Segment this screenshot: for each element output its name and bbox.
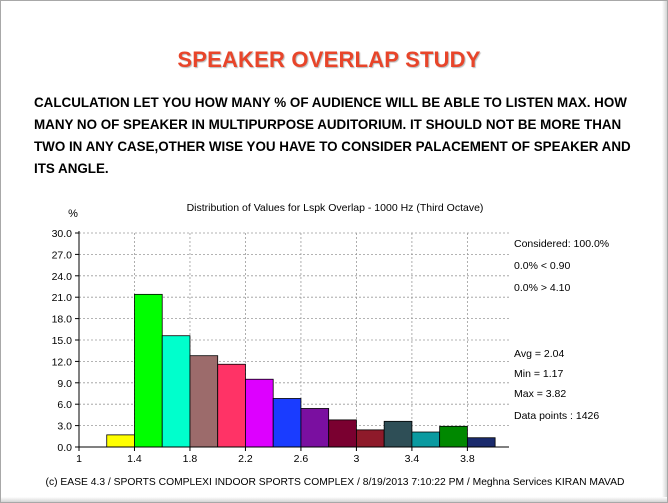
histogram-bar	[466, 437, 496, 448]
stat-min: Min = 1.17	[514, 368, 563, 380]
x-tick-label: 2.6	[294, 453, 309, 465]
y-tick-label: 18.0	[52, 314, 73, 326]
chart-title: Distribution of Values for Lspk Overlap …	[187, 202, 484, 214]
bars	[106, 293, 496, 448]
histogram-bar	[383, 420, 413, 448]
histogram-bar	[106, 434, 135, 448]
y-axis-label: %	[68, 208, 78, 220]
slide-shadow-bottom	[1, 497, 667, 502]
x-tick-label: 1	[76, 453, 82, 465]
y-tick-label: 27.0	[52, 249, 73, 261]
x-tick-label: 3.8	[460, 453, 475, 465]
stat-data-points: Data points : 1426	[514, 410, 599, 422]
x-tick-label: 1.4	[127, 453, 142, 465]
stat-below: 0.0% < 0.90	[514, 260, 570, 272]
y-tick-label: 6.0	[57, 399, 72, 411]
slide-title: SPEAKER OVERLAP STUDY	[177, 47, 481, 72]
histogram-bar	[328, 419, 357, 448]
stat-above: 0.0% > 4.10	[514, 282, 570, 294]
slide-shadow-right	[662, 1, 667, 502]
histogram-bar	[189, 355, 219, 448]
histogram-bar	[300, 408, 330, 448]
axes	[75, 231, 509, 451]
y-tick-label: 0.0	[57, 442, 72, 454]
y-tick-label: 30.0	[52, 228, 73, 240]
stat-considered: Considered: 100.0%	[514, 238, 609, 250]
histogram-bar	[411, 431, 441, 448]
x-tick-label: 2.2	[238, 453, 253, 465]
slide-description: CALCULATION LET YOU HOW MANY % OF AUDIEN…	[34, 95, 631, 176]
histogram-bar	[245, 378, 274, 448]
x-tick-label: 3	[353, 453, 359, 465]
y-tick-label: 9.0	[57, 378, 72, 390]
histogram-bar	[272, 398, 302, 448]
stats-panel: Considered: 100.0% 0.0% < 0.90 0.0% > 4.…	[514, 238, 609, 422]
y-tick-label: 24.0	[52, 271, 73, 283]
stat-max: Max = 3.82	[514, 388, 566, 400]
histogram-bar	[161, 335, 191, 448]
x-tick-labels: 1 1.4 1.8 2.2 2.6 3 3.4 3.8	[76, 453, 475, 465]
y-tick-label: 12.0	[52, 356, 73, 368]
x-tick-label: 3.4	[405, 453, 420, 465]
histogram-bar	[356, 429, 385, 448]
stat-avg: Avg = 2.04	[514, 348, 564, 360]
y-tick-label: 3.0	[57, 421, 72, 433]
y-tick-label: 15.0	[52, 335, 73, 347]
y-tick-label: 21.0	[52, 292, 73, 304]
histogram-bar	[439, 425, 468, 448]
histogram-bar	[217, 363, 246, 448]
x-tick-label: 1.8	[183, 453, 198, 465]
histogram-bar	[134, 293, 163, 448]
chart-footer: (c) EASE 4.3 / SPORTS COMPLEXI INDOOR SP…	[46, 477, 625, 488]
y-tick-labels: 0.0 3.0 6.0 9.0 12.0 15.0 18.0 21.0 24.0 27.0 30.0	[52, 228, 73, 454]
